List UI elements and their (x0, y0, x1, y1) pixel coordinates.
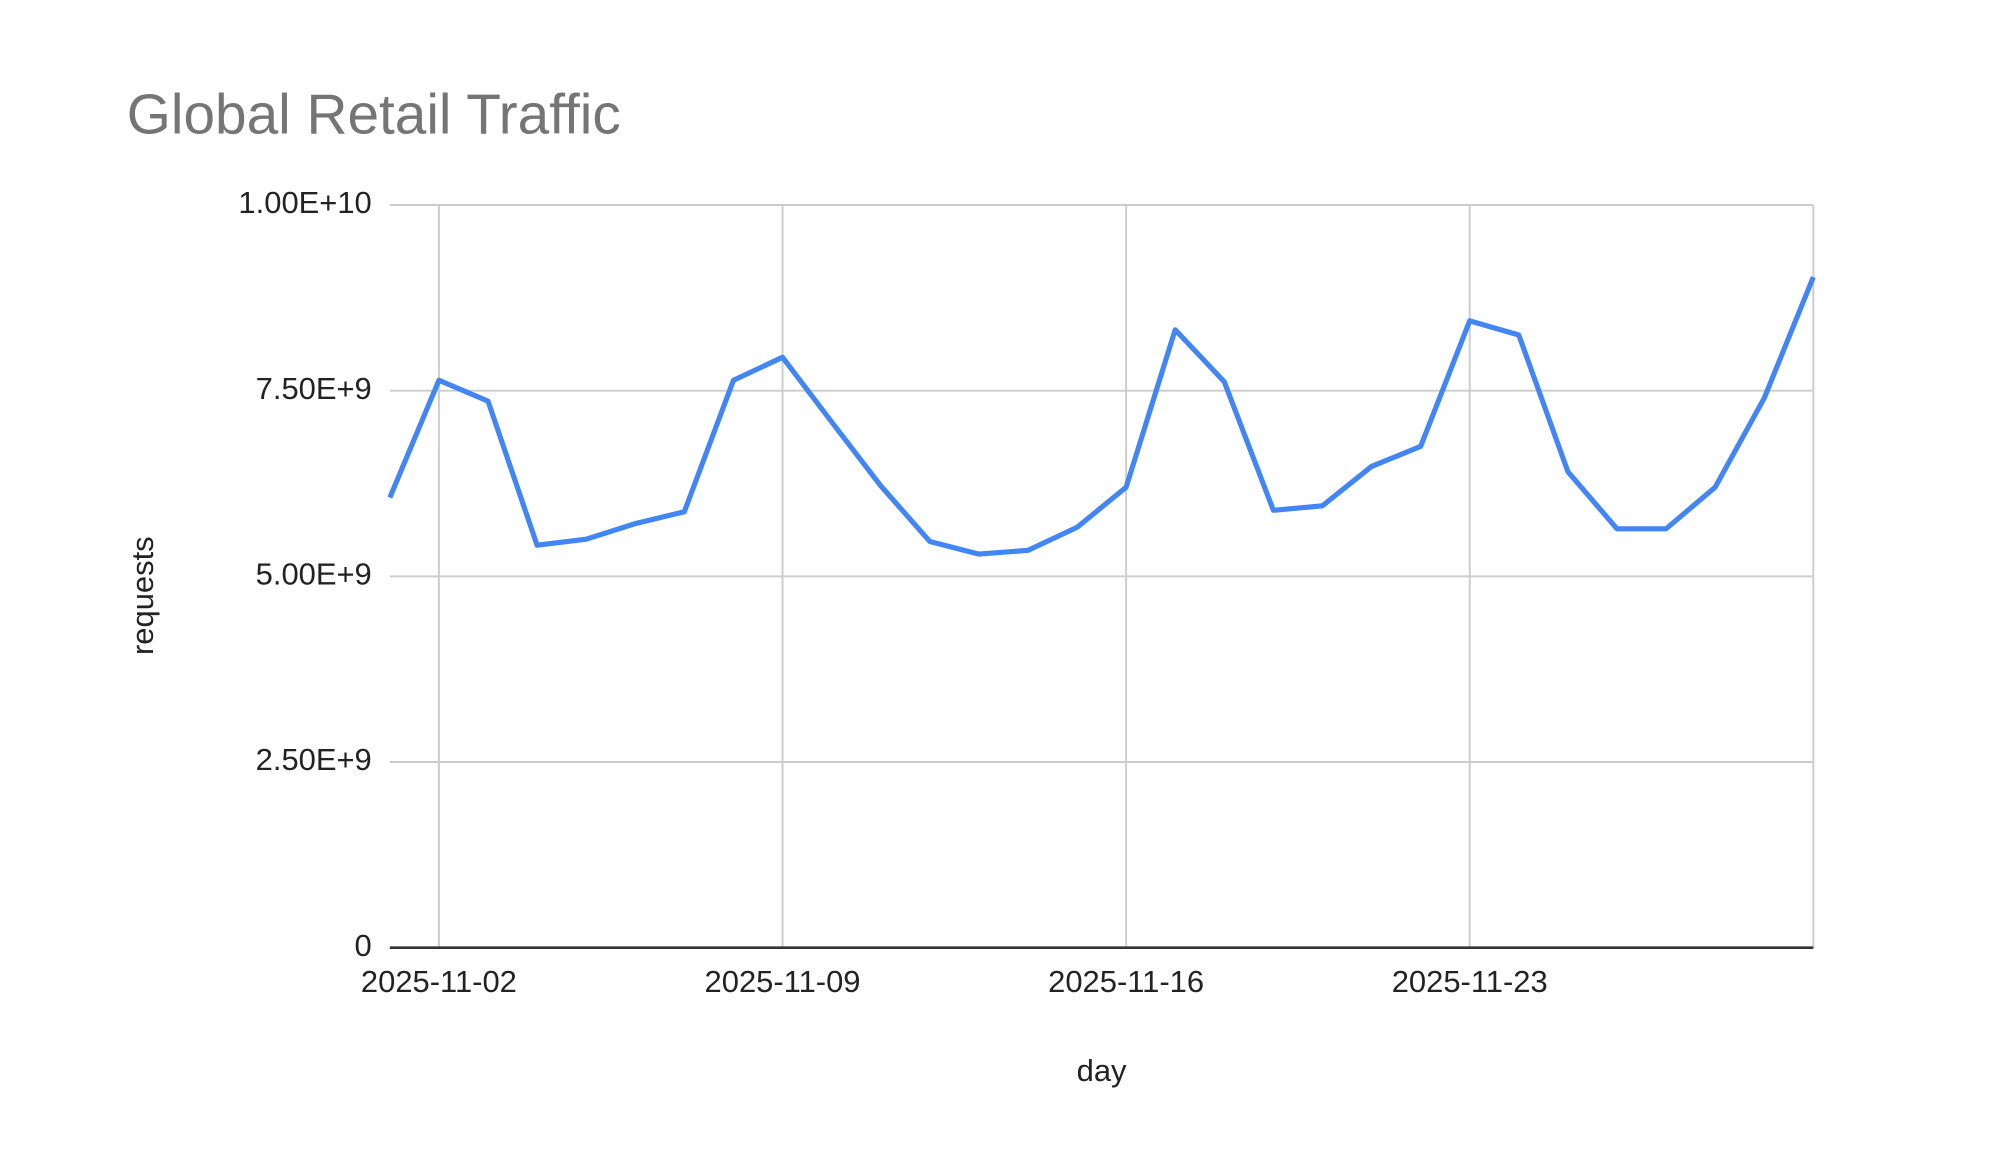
y-tick-label: 2.50E+9 (256, 742, 372, 777)
y-tick-label: 7.50E+9 (256, 371, 372, 406)
y-axis-label: requests (125, 536, 160, 655)
x-tick-label: 2025-11-23 (1392, 964, 1548, 999)
y-tick-label: 5.00E+9 (256, 557, 372, 592)
x-tick-label: 2025-11-16 (1048, 964, 1204, 999)
y-tick-label: 0 (355, 928, 372, 963)
y-tick-label: 1.00E+10 (238, 185, 371, 220)
chart-title: Global Retail Traffic (127, 84, 621, 147)
data-line (387, 276, 1816, 557)
x-tick-label: 2025-11-09 (705, 964, 861, 999)
x-axis-label: day (1077, 1053, 1127, 1088)
x-tick-label: 2025-11-02 (361, 964, 517, 999)
